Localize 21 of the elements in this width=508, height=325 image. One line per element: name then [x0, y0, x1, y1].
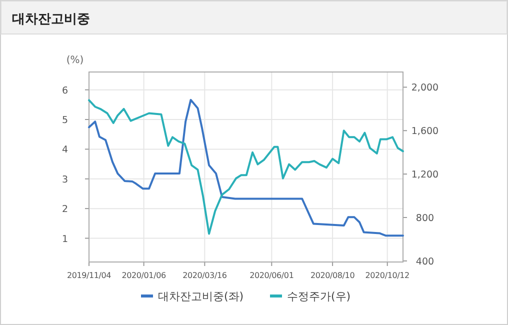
x-tick-label: 2020/03/16 — [182, 271, 227, 280]
y2-tick-label: 400 — [416, 256, 434, 268]
legend-label: 수정주가(우) — [287, 290, 351, 303]
x-tick-label: 2020/10/12 — [365, 271, 410, 280]
y2-tick-label: 800 — [416, 212, 434, 224]
y2-tick-label: 1,200 — [411, 170, 439, 181]
y2-tick-label: 2,000 — [411, 82, 439, 94]
y-tick-label: 1 — [62, 234, 68, 245]
y-tick-label: 5 — [62, 115, 68, 126]
y-tick-label: 2 — [62, 204, 68, 216]
x-tick-label: 2019/11/04 — [66, 271, 112, 280]
y-tick-label: 4 — [62, 144, 68, 156]
x-tick-label: 2020/01/06 — [122, 271, 166, 280]
y-tick-label: 3 — [62, 174, 68, 186]
y-axis-title: (%) — [66, 55, 84, 66]
y2-tick-label: 1,600 — [411, 126, 439, 138]
x-tick-label: 2020/08/10 — [310, 271, 355, 280]
title: 대차잔고비중 — [12, 12, 90, 27]
x-tick-label: 2020/06/01 — [250, 271, 294, 280]
legend-label: 대차잔고비중(좌) — [158, 290, 244, 303]
y-tick-label: 6 — [62, 85, 68, 96]
